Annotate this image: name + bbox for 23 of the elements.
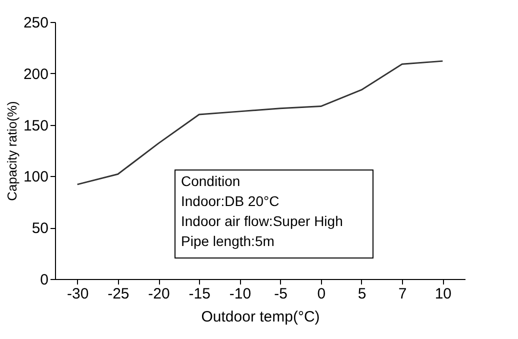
annotation: Indoor air flow:Super High	[181, 213, 343, 229]
x-tick-label: 5	[358, 286, 366, 302]
line-series	[76, 60, 444, 186]
y-tick-label: 150	[23, 117, 48, 134]
x-tick-label: 7	[398, 286, 407, 302]
y-axis-title: Capacity ratio(%)	[4, 101, 20, 201]
annotation: Condition	[181, 173, 240, 189]
annotation: Pipe length:5m	[181, 233, 274, 249]
x-axis-title: Outdoor temp(°C)	[201, 308, 320, 326]
x-tick-label: 0	[317, 286, 326, 302]
y-tick-label: 0	[40, 272, 48, 288]
x-tick-label: -15	[188, 286, 210, 302]
y-tick-label: 100	[23, 168, 48, 186]
y-tick-label: 200	[23, 66, 48, 83]
x-tick-label: -20	[148, 286, 170, 302]
x-tick-label: -10	[229, 286, 252, 302]
x-tick-label: 10	[434, 286, 452, 302]
x-tick-label: -5	[274, 286, 288, 302]
annotation: Indoor:DB 20°C	[181, 193, 280, 209]
x-tick-label: -30	[66, 286, 89, 302]
x-tick-label: -25	[108, 286, 130, 302]
y-tick-label: 250	[23, 14, 48, 32]
y-tick-label: 50	[32, 220, 48, 238]
